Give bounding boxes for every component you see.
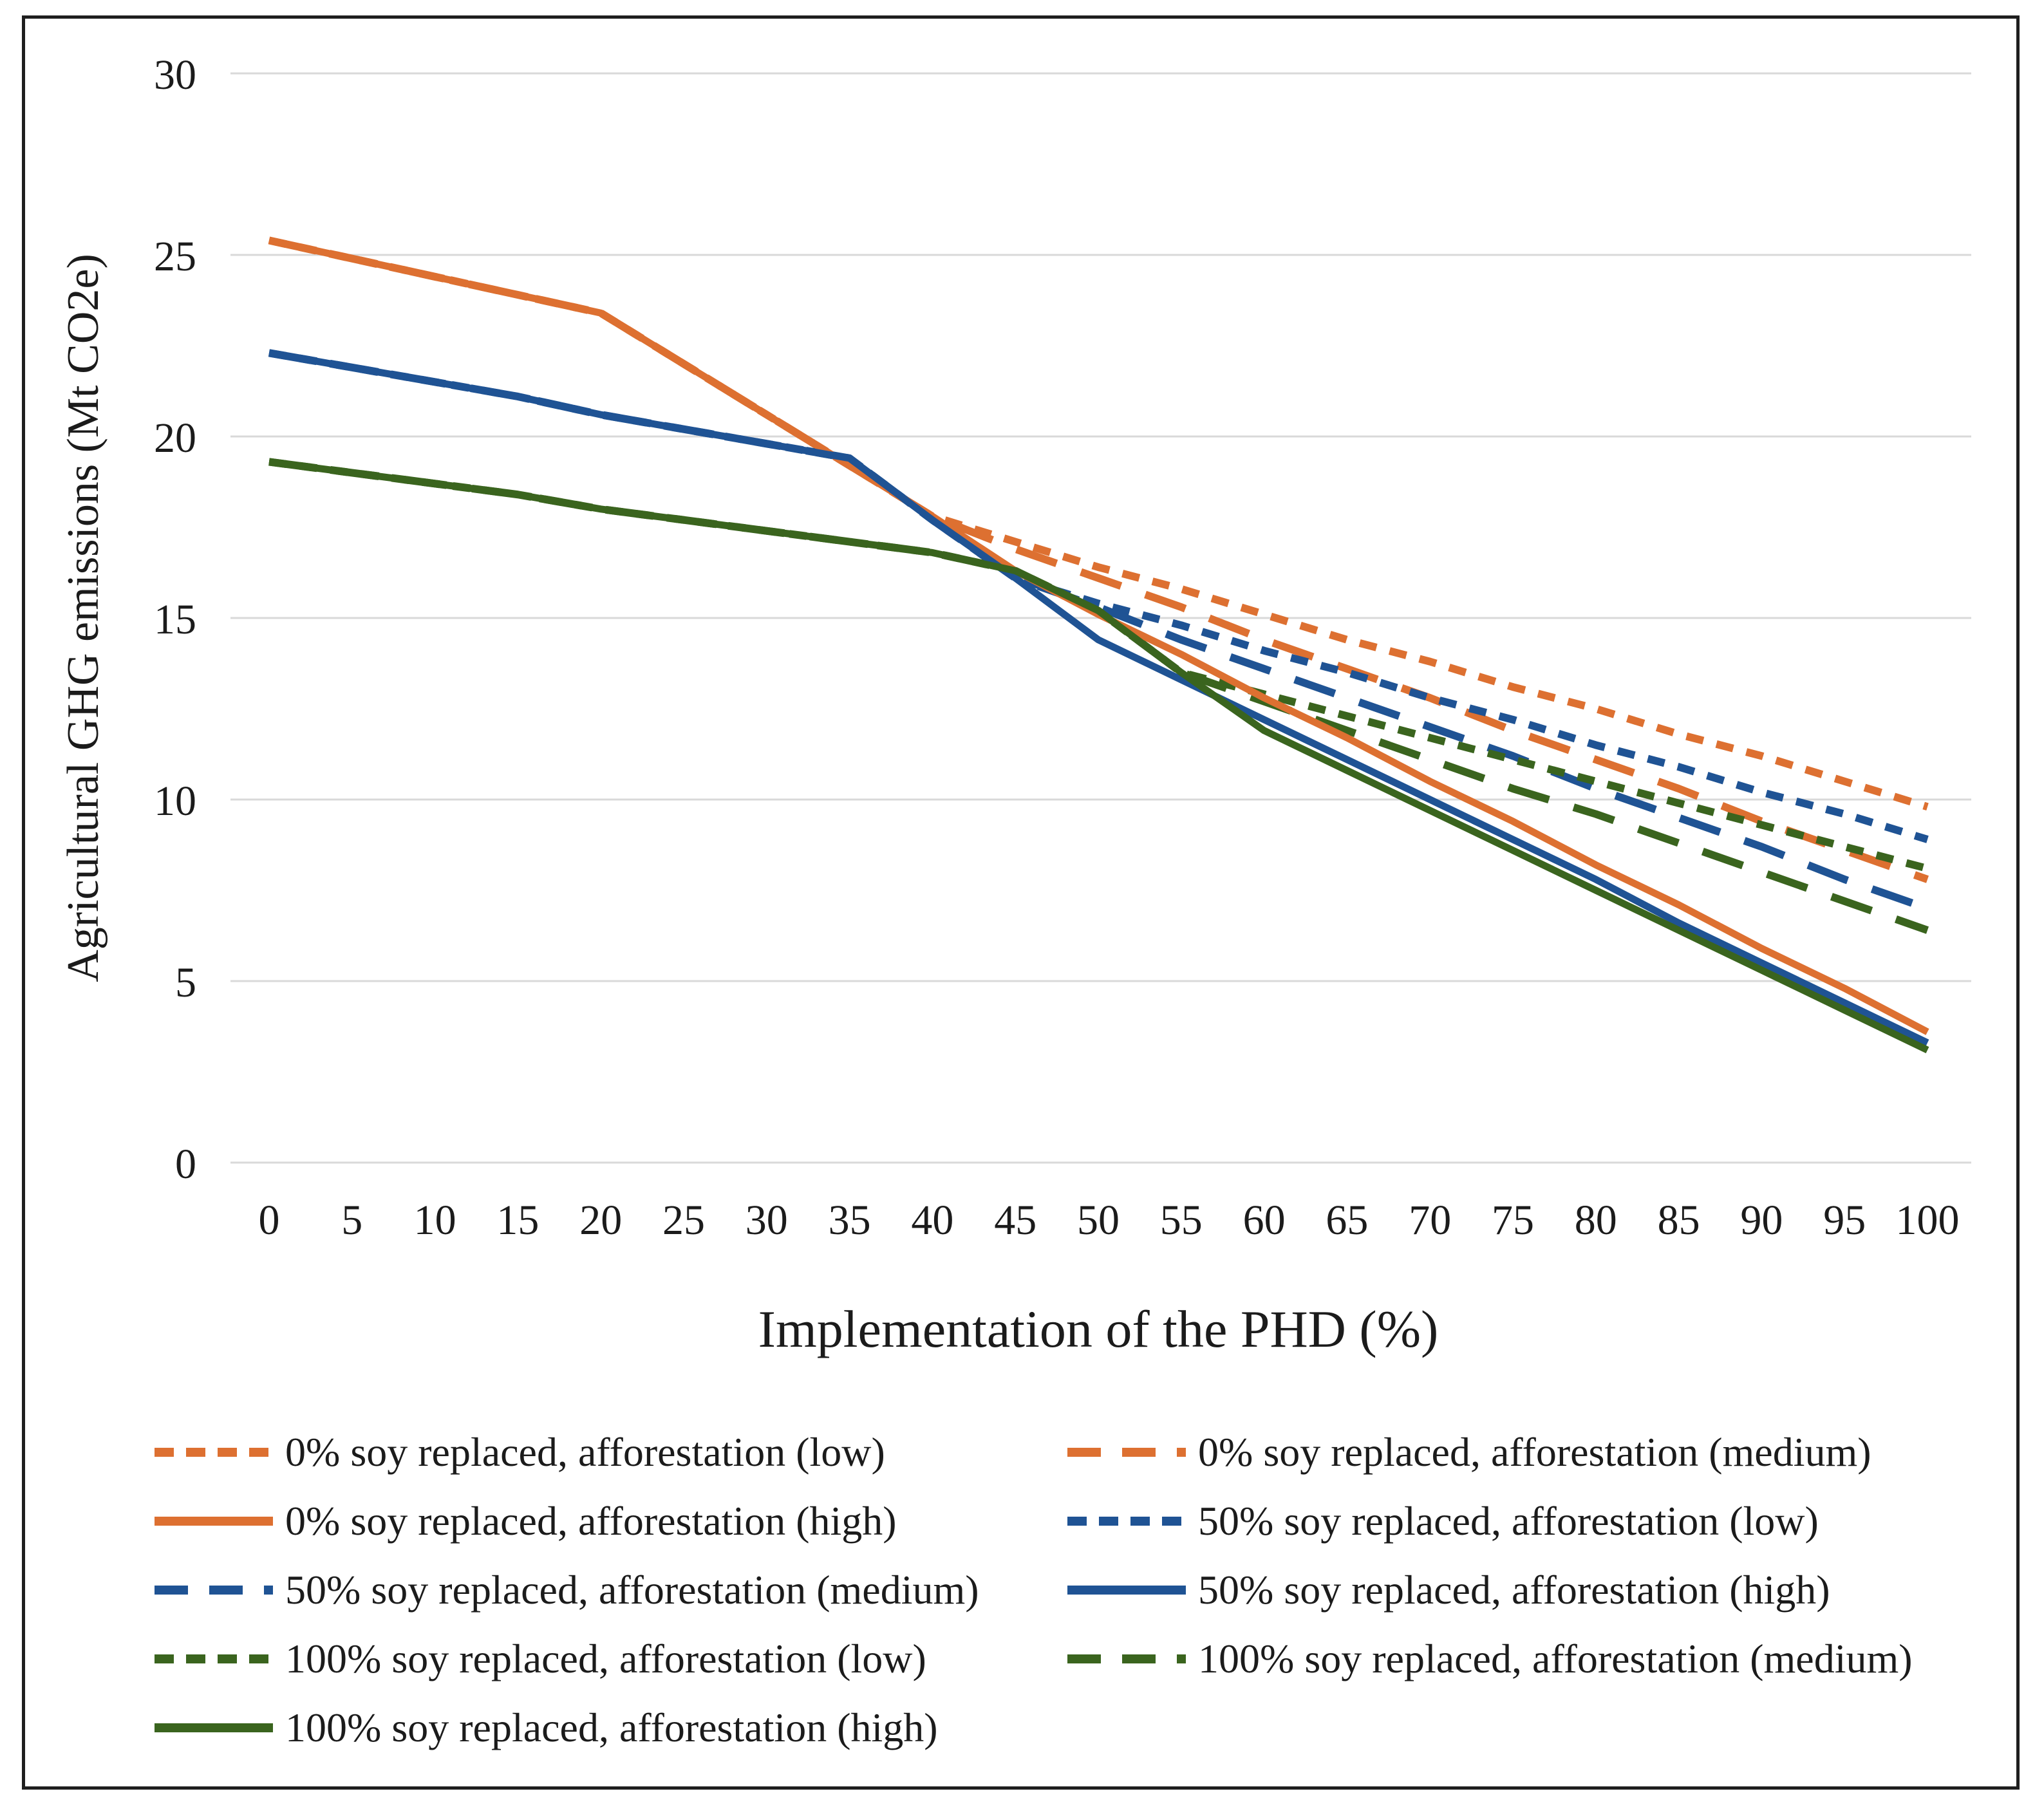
x-tick-label: 75 <box>1492 1197 1534 1244</box>
legend-label: 50% soy replaced, afforestation (medium) <box>285 1566 979 1613</box>
x-tick-label: 55 <box>1160 1197 1203 1244</box>
y-tick-label: 0 <box>175 1141 196 1188</box>
x-tick-label: 5 <box>341 1197 362 1244</box>
legend-label: 0% soy replaced, afforestation (high) <box>285 1497 897 1544</box>
legend-swatch-blue-long-dash <box>155 1585 273 1595</box>
x-tick-label: 85 <box>1658 1197 1700 1244</box>
legend-item-0-soy-low: 0% soy replaced, afforestation (low) <box>153 1418 1065 1486</box>
x-tick-label: 65 <box>1326 1197 1368 1244</box>
x-tick-label: 30 <box>745 1197 788 1244</box>
y-axis-title: Agricultural GHG emissions (Mt CO2e) <box>59 254 108 982</box>
legend-swatch-orange-solid <box>155 1516 273 1526</box>
y-axis-tick-labels: 0 5 10 15 20 25 30 <box>154 51 196 1188</box>
x-tick-label: 70 <box>1409 1197 1451 1244</box>
legend-item-0-soy-high: 0% soy replaced, afforestation (high) <box>153 1486 1065 1555</box>
x-tick-label: 100 <box>1896 1197 1960 1244</box>
legend-item-100-soy-low: 100% soy replaced, afforestation (low) <box>153 1624 1065 1693</box>
legend-swatch-blue-short-dash <box>1067 1516 1186 1526</box>
legend-label: 50% soy replaced, afforestation (high) <box>1198 1566 1830 1613</box>
x-axis-tick-labels: 0 5 10 15 20 25 30 35 40 45 50 55 60 65 70 75 80 85 90 95 10… <box>259 1197 1960 1244</box>
series-line-soy100_low <box>268 458 1929 872</box>
x-tick-label: 40 <box>911 1197 953 1244</box>
legend-item-100-soy-medium: 100% soy replaced, afforestation (medium… <box>1065 1624 1913 1693</box>
x-tick-label: 35 <box>829 1197 871 1244</box>
x-tick-label: 60 <box>1243 1197 1286 1244</box>
legend-item-0-soy-medium: 0% soy replaced, afforestation (medium) <box>1065 1418 1913 1486</box>
legend-label: 100% soy replaced, afforestation (low) <box>285 1635 926 1681</box>
x-tick-label: 45 <box>994 1197 1036 1244</box>
x-axis-title: Implementation of the PHD (%) <box>758 1300 1439 1358</box>
x-tick-label: 25 <box>662 1197 705 1244</box>
legend-item-100-soy-high: 100% soy replaced, afforestation (high) <box>153 1693 1065 1762</box>
x-tick-label: 50 <box>1077 1197 1120 1244</box>
legend-swatch-orange-long-dash <box>1067 1447 1186 1457</box>
series-line-soy100_high <box>268 458 1929 1054</box>
series-line-soy50_high <box>268 349 1929 1046</box>
series-lines <box>268 236 1929 1054</box>
series-line-soy0_low <box>268 236 1929 811</box>
legend-swatch-green-short-dash <box>155 1654 273 1663</box>
y-tick-label: 5 <box>175 959 196 1006</box>
y-tick-label: 15 <box>154 596 196 643</box>
x-tick-label: 15 <box>496 1197 539 1244</box>
legend-swatch-blue-solid <box>1067 1585 1186 1595</box>
legend-swatch-orange-short-dash <box>155 1447 273 1457</box>
y-tick-label: 20 <box>154 415 196 462</box>
legend-label: 100% soy replaced, afforestation (high) <box>285 1704 938 1750</box>
x-tick-label: 95 <box>1823 1197 1866 1244</box>
legend-item-50-soy-medium: 50% soy replaced, afforestation (medium) <box>153 1555 1065 1624</box>
y-tick-label: 30 <box>154 51 196 98</box>
x-tick-label: 0 <box>259 1197 280 1244</box>
x-tick-label: 90 <box>1740 1197 1783 1244</box>
legend-item-50-soy-high: 50% soy replaced, afforestation (high) <box>1065 1555 1913 1624</box>
legend-label: 100% soy replaced, afforestation (medium… <box>1198 1635 1913 1681</box>
series-line-soy100_medium <box>268 458 1929 934</box>
x-tick-label: 80 <box>1575 1197 1617 1244</box>
legend-label: 50% soy replaced, afforestation (low) <box>1198 1497 1819 1544</box>
y-tick-label: 25 <box>154 233 196 280</box>
x-tick-label: 20 <box>579 1197 622 1244</box>
legend-item-50-soy-low: 50% soy replaced, afforestation (low) <box>1065 1486 1913 1555</box>
gridlines <box>230 72 1971 1164</box>
legend: 0% soy replaced, afforestation (low) 0% … <box>153 1418 1913 1762</box>
legend-label: 0% soy replaced, afforestation (medium) <box>1198 1428 1871 1475</box>
y-tick-label: 10 <box>154 778 196 825</box>
legend-label: 0% soy replaced, afforestation (low) <box>285 1428 885 1475</box>
series-line-soy0_medium <box>268 236 1929 883</box>
series-line-soy50_low <box>268 349 1929 843</box>
legend-swatch-green-solid <box>155 1723 273 1732</box>
x-tick-label: 10 <box>414 1197 456 1244</box>
legend-swatch-green-long-dash <box>1067 1654 1186 1663</box>
